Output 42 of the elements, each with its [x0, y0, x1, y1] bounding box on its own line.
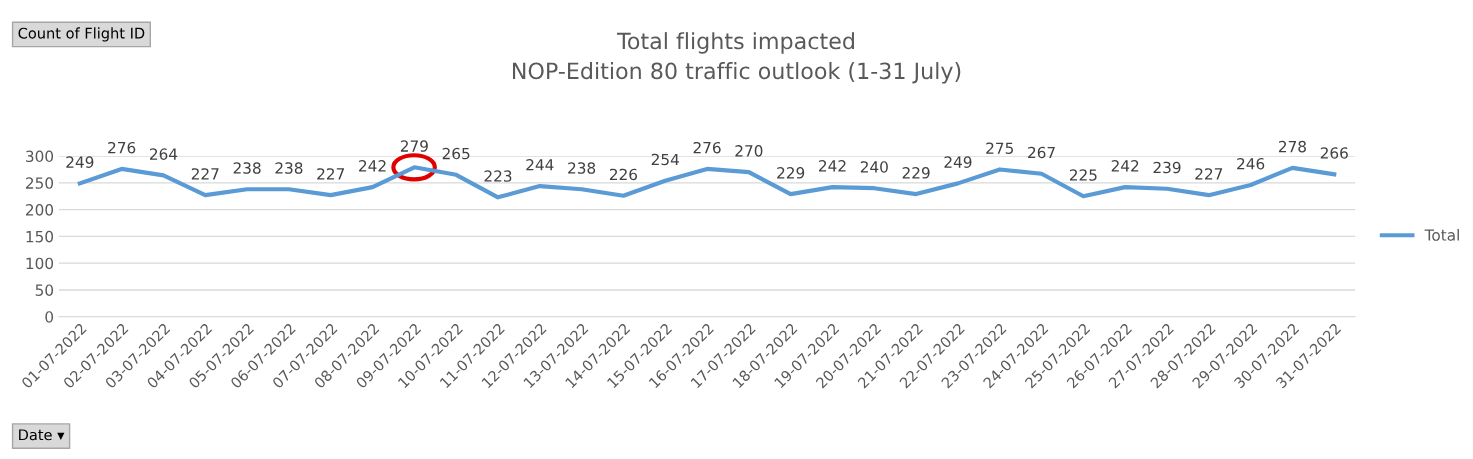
data-label: 276 — [108, 141, 136, 154]
data-label: 238 — [275, 162, 303, 174]
data-label: 254 — [651, 153, 679, 166]
data-label: 242 — [359, 160, 386, 172]
legend-label: Total — [1424, 228, 1459, 241]
data-label: 238 — [233, 162, 261, 174]
data-label: 270 — [735, 145, 763, 157]
data-label: 239 — [1153, 161, 1181, 174]
y-tick-label: 250 — [26, 177, 54, 189]
data-label: 276 — [693, 141, 721, 154]
data-label: 227 — [317, 168, 344, 180]
data-label: 242 — [819, 160, 846, 172]
data-label: 227 — [191, 168, 219, 180]
data-label: 246 — [1237, 157, 1265, 170]
data-label: 229 — [777, 167, 805, 179]
data-label: 264 — [149, 148, 178, 160]
y-tick-label: 50 — [35, 284, 54, 296]
data-label: 227 — [1195, 168, 1223, 180]
data-label: 240 — [860, 161, 888, 173]
text: Date ▾ — [19, 429, 65, 441]
data-label: 279 — [400, 140, 428, 152]
data-label: 249 — [944, 156, 972, 168]
data-label: 265 — [442, 147, 470, 160]
y-tick-label: 150 — [26, 230, 54, 243]
y-tick-label: 0 — [45, 311, 54, 323]
data-label: 242 — [1111, 160, 1139, 172]
data-label: 229 — [902, 167, 930, 179]
y-tick-label: 300 — [26, 150, 54, 163]
data-label: 249 — [66, 156, 94, 168]
data-label: 266 — [1320, 147, 1348, 159]
data-label: 225 — [1069, 169, 1097, 181]
data-label: 275 — [986, 142, 1013, 154]
y-tick-label: 200 — [26, 204, 54, 216]
data-label: 267 — [1028, 146, 1055, 159]
data-label: 223 — [484, 170, 512, 182]
chart-title: Total flights impacted NOP-Edition 80 traffic outlook (1-31 July) — [512, 32, 961, 84]
y-tick-label: 100 — [26, 257, 54, 270]
data-label: 278 — [1278, 140, 1306, 153]
text: Count of Flight ID — [18, 27, 145, 42]
data-label: 244 — [526, 159, 554, 171]
data-label: 226 — [609, 168, 638, 181]
data-label: 238 — [568, 162, 596, 174]
